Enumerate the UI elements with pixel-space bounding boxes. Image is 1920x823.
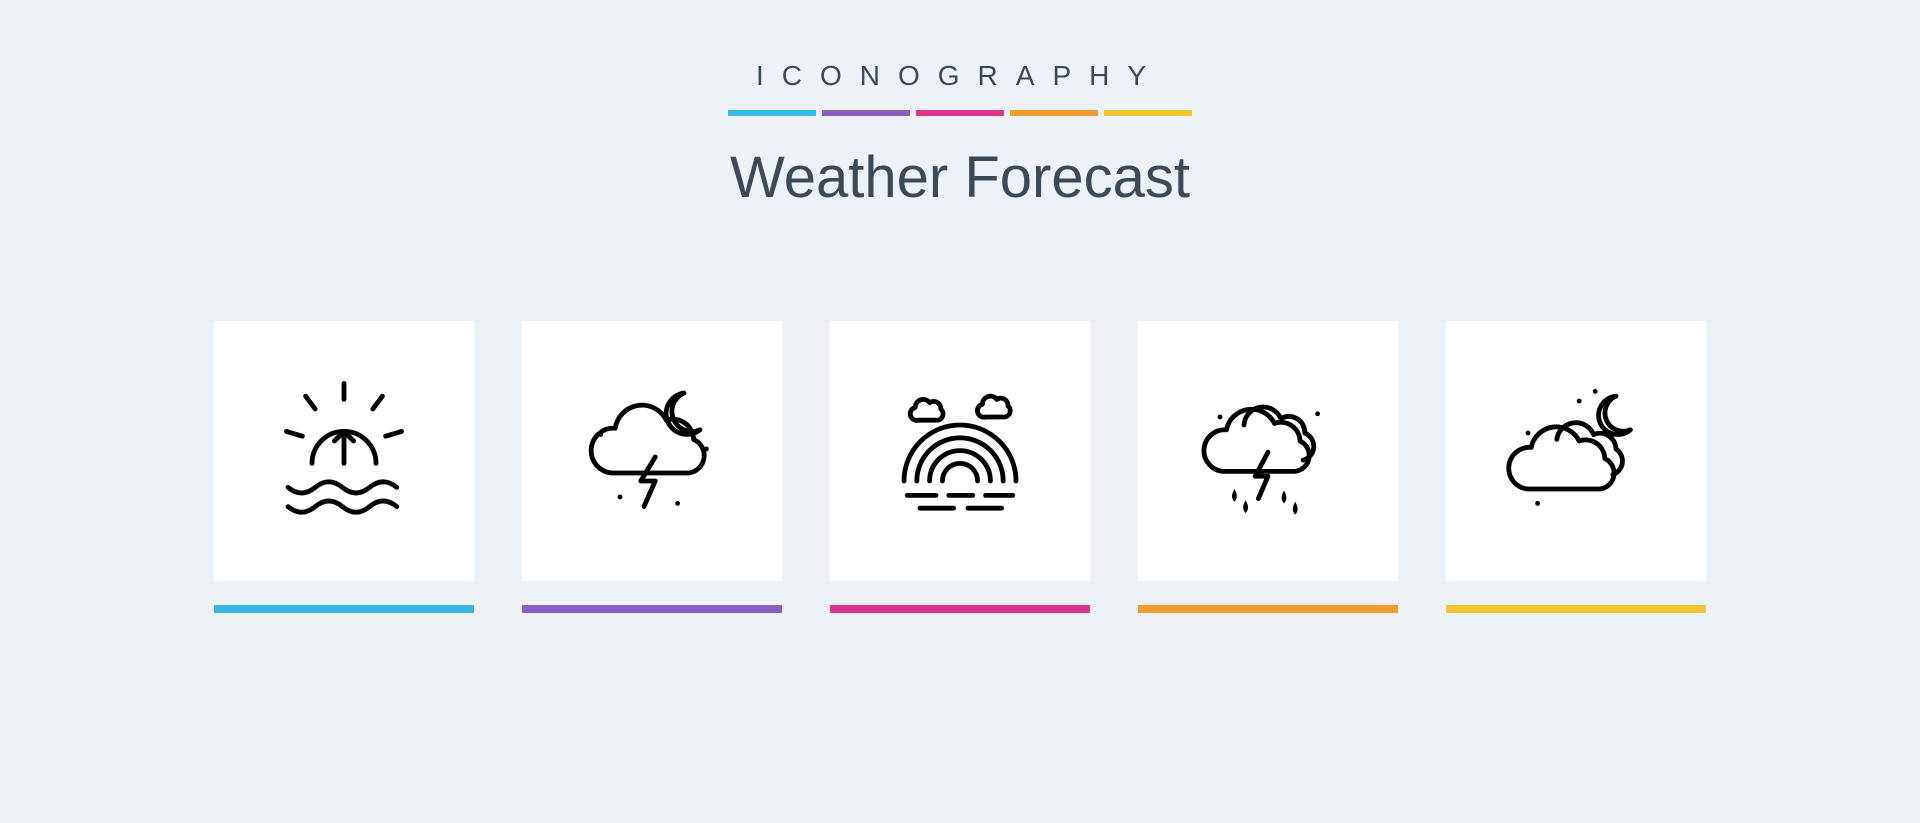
icon-tile — [830, 321, 1090, 581]
icon-card-night-storm — [522, 321, 782, 613]
icon-set — [214, 321, 1706, 613]
night-storm-icon — [572, 369, 732, 534]
icon-tile — [1138, 321, 1398, 581]
icon-card-rainbow — [830, 321, 1090, 613]
sunrise-icon — [264, 369, 424, 534]
icon-tile — [522, 321, 782, 581]
card-underline — [214, 605, 474, 613]
card-underline — [522, 605, 782, 613]
page-title: Weather Forecast — [730, 144, 1190, 211]
cloudy-night-icon — [1496, 369, 1656, 534]
icon-tile — [1446, 321, 1706, 581]
icon-card-cloudy-night — [1446, 321, 1706, 613]
icon-card-thunder-rain — [1138, 321, 1398, 613]
eyebrow: ICONOGRAPHY — [756, 60, 1164, 92]
card-underline — [1446, 605, 1706, 613]
stripe-5 — [1104, 110, 1192, 116]
card-underline — [830, 605, 1090, 613]
rainbow-icon — [880, 369, 1040, 534]
thunder-rain-icon — [1188, 369, 1348, 534]
stripe-1 — [728, 110, 816, 116]
stripe-2 — [822, 110, 910, 116]
card-underline — [1138, 605, 1398, 613]
icon-tile — [214, 321, 474, 581]
stripe-4 — [1010, 110, 1098, 116]
header-stripes — [728, 110, 1192, 116]
stripe-3 — [916, 110, 1004, 116]
icon-card-sunrise — [214, 321, 474, 613]
